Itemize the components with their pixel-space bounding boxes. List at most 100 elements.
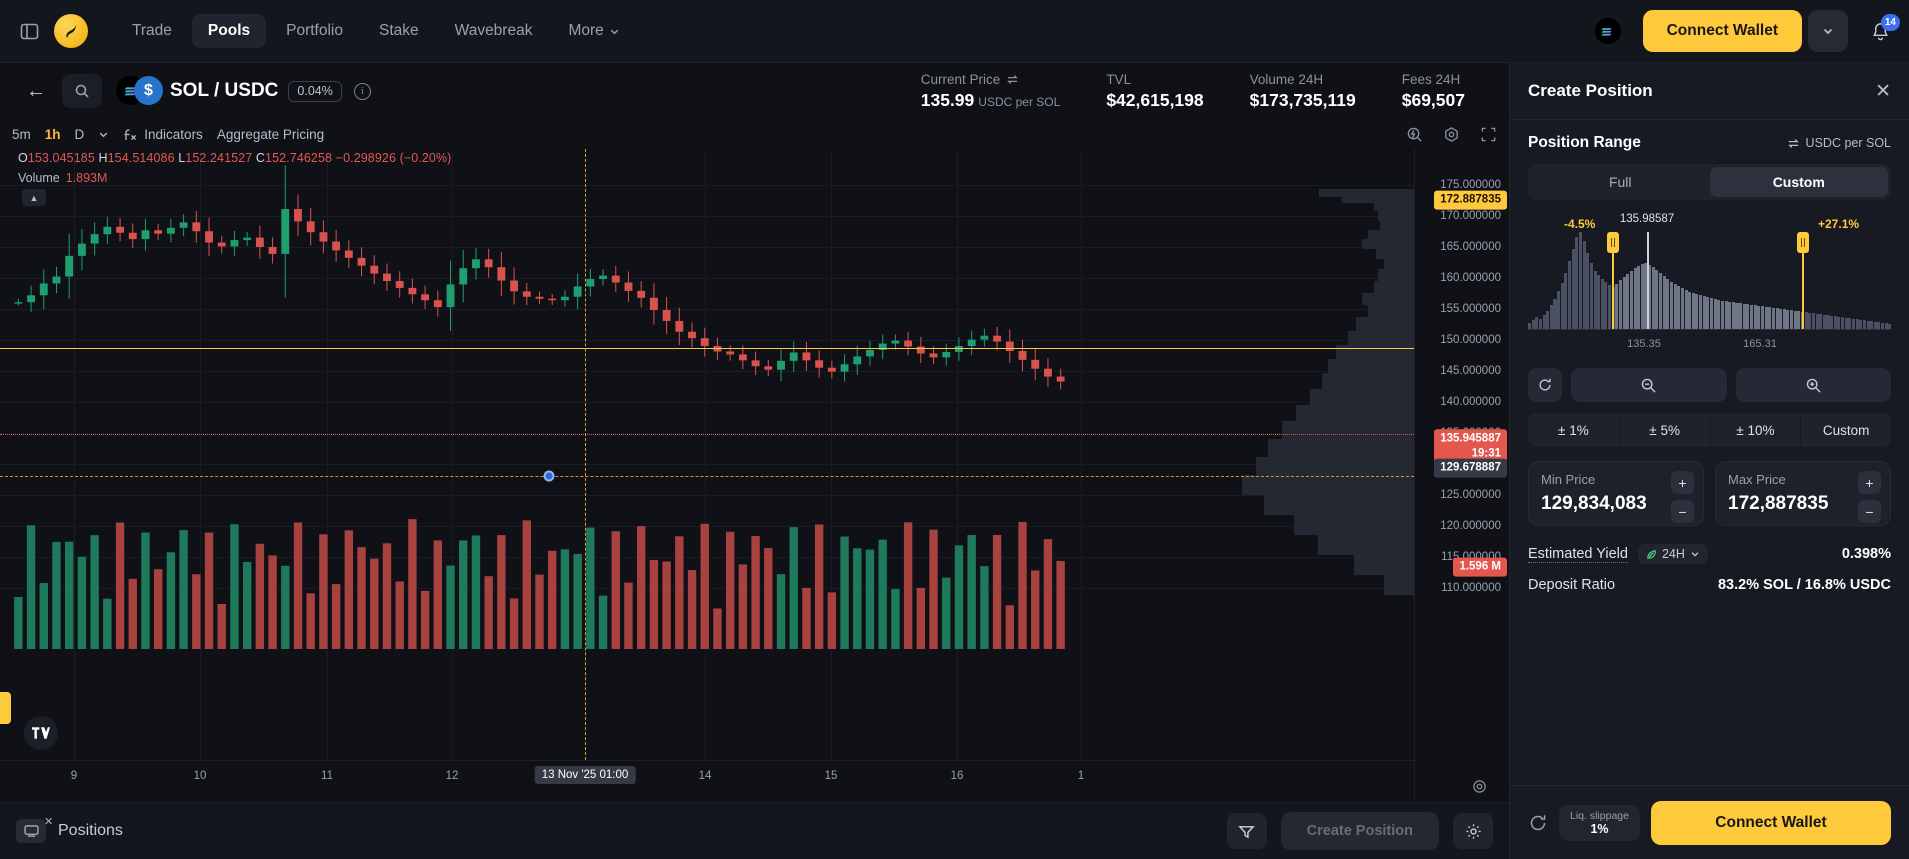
min-price-increment-icon[interactable]: + xyxy=(1671,471,1694,494)
sidebar-toggle-icon[interactable] xyxy=(12,14,46,48)
min-handle-grip[interactable] xyxy=(1607,232,1619,253)
info-icon[interactable]: i xyxy=(353,82,371,100)
pair-header: ← $ SOL / USDC 0.04% i xyxy=(0,63,1509,119)
chart-plot[interactable] xyxy=(0,149,1414,760)
chart-side-tab[interactable] xyxy=(0,692,11,724)
yield-period-selector[interactable]: 24H xyxy=(1637,544,1708,564)
nav-item-more[interactable]: More xyxy=(552,14,635,48)
reset-range-icon[interactable] xyxy=(1528,368,1562,402)
slippage-setting[interactable]: Liq. slippage 1% xyxy=(1559,804,1640,841)
min-price-handle[interactable] xyxy=(1607,232,1619,329)
liquidity-bar xyxy=(1604,282,1608,329)
time-axis-tick: 14 xyxy=(698,770,712,782)
liquidity-bar xyxy=(1538,319,1542,329)
max-handle-grip[interactable] xyxy=(1797,232,1809,253)
orca-logo[interactable] xyxy=(54,14,88,48)
liquidity-bar xyxy=(1804,312,1808,329)
create-position-button[interactable]: Create Position xyxy=(1280,812,1439,850)
positions-close-icon[interactable]: ✕ xyxy=(44,816,54,828)
price-axis-tag: 172.887835 xyxy=(1434,190,1507,210)
current-price-line xyxy=(0,434,1414,435)
timeframe-more-icon[interactable] xyxy=(98,129,109,140)
ohlc-c-value: 152.746258 xyxy=(265,151,333,165)
liquidity-bar xyxy=(1546,311,1550,329)
stat-volume-24h: Volume 24H $173,735,119 xyxy=(1250,72,1356,111)
nav-item-wavebreak[interactable]: Wavebreak xyxy=(454,22,533,39)
indicators-button[interactable]: Indicators xyxy=(123,127,203,142)
liquidity-bar xyxy=(1775,308,1779,329)
tradingview-icon[interactable] xyxy=(24,716,58,750)
connect-wallet-button[interactable]: Connect Wallet xyxy=(1642,10,1802,52)
notifications-button[interactable]: 14 xyxy=(1870,13,1900,42)
lightning-search-icon[interactable] xyxy=(1406,126,1423,143)
nav-item-pools[interactable]: Pools xyxy=(191,14,267,48)
zoom-in-button[interactable] xyxy=(1735,368,1891,402)
price-axis[interactable]: 175.000000 170.000000 165.000000 160.000000… xyxy=(1414,149,1509,802)
preset-5pct[interactable]: ± 5% xyxy=(1618,413,1710,447)
range-mode-custom[interactable]: Custom xyxy=(1709,167,1888,197)
refresh-icon[interactable] xyxy=(1528,813,1548,833)
wallet-dropdown-caret-icon[interactable] xyxy=(1808,10,1848,52)
nav-item-trade[interactable]: Trade xyxy=(132,22,172,39)
unit-toggle-button[interactable]: USDC per SOL xyxy=(1787,136,1891,150)
panel-header: Create Position ✕ xyxy=(1510,63,1909,120)
liquidity-bar xyxy=(1535,317,1539,329)
target-icon[interactable] xyxy=(1443,126,1460,143)
chart-toolbar-right xyxy=(1406,126,1497,143)
create-position-panel: Create Position ✕ Position Range USDC pe… xyxy=(1509,63,1909,859)
back-arrow-icon[interactable]: ← xyxy=(26,79,46,102)
liquidity-bar xyxy=(1826,315,1830,329)
nav-item-stake[interactable]: Stake xyxy=(379,22,419,39)
chart-marker-dot[interactable] xyxy=(543,470,555,482)
fullscreen-icon[interactable] xyxy=(1480,126,1497,143)
price-chart[interactable]: O153.045185 H154.514086 L152.241527 C152… xyxy=(0,149,1509,802)
gridline xyxy=(74,149,75,760)
range-mode-full[interactable]: Full xyxy=(1608,174,1632,190)
min-price-decrement-icon[interactable]: − xyxy=(1671,500,1694,523)
liquidity-bar xyxy=(1862,320,1866,329)
liquidity-bar xyxy=(1746,304,1750,329)
panel-close-icon[interactable]: ✕ xyxy=(1875,80,1891,102)
liquidity-range-chart[interactable]: -4.5% 135.98587 +27.1% 135.35 165.31 xyxy=(1528,213,1892,354)
swap-icon[interactable] xyxy=(1006,73,1019,86)
stat-label: Volume 24H xyxy=(1249,71,1324,87)
depth-histogram-overlay xyxy=(1214,149,1414,760)
max-price-handle[interactable] xyxy=(1797,232,1809,329)
max-price-field[interactable]: Max Price 172,887835 + − xyxy=(1715,461,1891,526)
filter-icon[interactable] xyxy=(1226,813,1267,849)
depth-bar xyxy=(1380,221,1414,230)
positions-tab[interactable]: ✕ Positions xyxy=(16,816,123,843)
aggregate-pricing-button[interactable]: Aggregate Pricing xyxy=(216,126,325,142)
liquidity-bar xyxy=(1793,311,1797,329)
collapse-pane-icon[interactable]: ▲ xyxy=(22,189,46,206)
preset-1pct[interactable]: ± 1% xyxy=(1528,413,1619,447)
chart-settings-icon[interactable] xyxy=(1472,779,1487,794)
solana-chain-icon[interactable] xyxy=(1594,18,1621,44)
max-price-increment-icon[interactable]: + xyxy=(1858,471,1881,494)
timeframe-1h[interactable]: 1h xyxy=(44,126,61,142)
preset-10pct[interactable]: ± 10% xyxy=(1709,413,1801,447)
timeframe-d[interactable]: D xyxy=(74,126,85,142)
max-price-value[interactable]: 172,887835 xyxy=(1728,493,1829,514)
unit-toggle-label: USDC per SOL xyxy=(1805,136,1891,150)
liquidity-bar xyxy=(1728,302,1732,329)
search-icon[interactable] xyxy=(62,74,102,108)
time-axis[interactable]: 9 10 11 12 14 15 16 1 13 Nov '25 01:00 xyxy=(0,760,1414,802)
fx-icon xyxy=(123,127,137,142)
min-price-field[interactable]: Min Price 129,834,083 + − xyxy=(1528,461,1704,526)
preset-custom[interactable]: Custom xyxy=(1800,413,1891,447)
zoom-out-button[interactable] xyxy=(1571,368,1727,402)
settings-gear-icon[interactable] xyxy=(1453,813,1493,849)
liquidity-bar xyxy=(1888,324,1892,329)
depth-bar xyxy=(1374,203,1414,211)
stat-value-text: 135.99 xyxy=(920,89,975,110)
max-price-decrement-icon[interactable]: − xyxy=(1858,500,1881,523)
liquidity-bar xyxy=(1644,263,1648,329)
depth-bar xyxy=(1374,281,1414,293)
nav-item-portfolio[interactable]: Portfolio xyxy=(286,22,343,39)
min-price-value[interactable]: 129,834,083 xyxy=(1541,493,1647,514)
panel-connect-wallet-button[interactable]: Connect Wallet xyxy=(1650,800,1891,845)
preset-range-buttons: ± 1% ± 5% ± 10% Custom xyxy=(1528,413,1891,447)
timeframe-5m[interactable]: 5m xyxy=(12,126,31,142)
depth-bar xyxy=(1368,305,1414,317)
